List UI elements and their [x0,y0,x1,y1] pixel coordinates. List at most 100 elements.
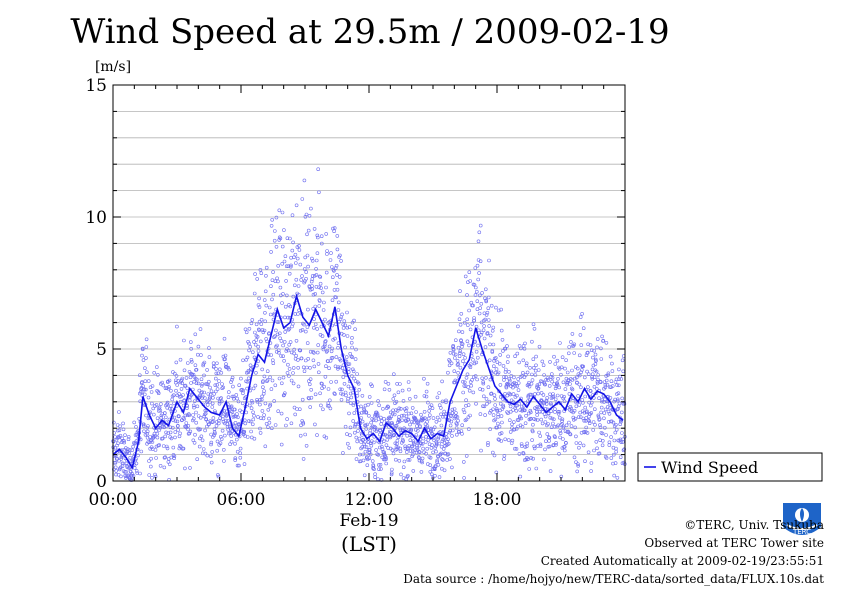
scatter-point [309,279,314,284]
scatter-point [578,315,583,319]
scatter-point [259,322,264,326]
scatter-point [556,411,561,416]
scatter-point [260,367,265,372]
scatter-point [466,403,471,407]
scatter-point [410,444,415,449]
terc-logo: TERC [783,503,821,539]
scatter-point [423,440,428,444]
scatter-point [188,466,192,470]
scatter-point [262,328,267,333]
scatter-point [436,454,441,459]
scatter-point [182,338,186,343]
scatter-point [336,308,341,312]
scatter-point [366,440,371,445]
x-tick-label: 18:00 [473,490,522,510]
scatter-point [360,419,365,424]
scatter-point [355,372,359,376]
scatter-point [377,403,381,408]
scatter-point [312,273,317,278]
scatter-point [525,370,530,375]
scatter-point [113,445,118,450]
scatter-point [330,298,335,303]
scatter-point [312,350,316,355]
scatter-point [445,458,449,462]
scatter-point [608,354,613,359]
scatter-point [142,429,146,434]
scatter-point [577,353,582,358]
scatter-point [387,415,392,420]
scatter-point [196,352,200,357]
scatter-point [610,369,615,373]
scatter-point [347,325,352,329]
scatter-point [127,451,131,456]
scatter-point [262,389,266,393]
scatter-point [589,400,594,405]
scatter-point [323,339,327,344]
scatter-point [496,414,501,419]
scatter-point [503,391,507,396]
scatter-point [523,421,528,426]
scatter-point [229,405,233,410]
scatter-point [612,438,617,443]
scatter-point [531,456,535,461]
scatter-point [488,342,492,347]
scatter-point [310,256,314,261]
scatter-point [581,364,586,369]
scatter-point [502,375,506,379]
scatter-point [227,367,231,372]
scatter-point [460,342,465,346]
scatter-point [600,443,605,448]
scatter-point [259,271,264,276]
scatter-point [195,457,199,462]
scatter-point [454,432,459,437]
scatter-point [476,239,481,244]
scatter-point [382,450,387,455]
scatter-point [233,407,237,412]
scatter-point [490,350,495,354]
scatter-point [391,372,396,377]
scatter-point [561,396,566,401]
scatter-point [352,318,356,323]
scatter-point [226,365,230,370]
scatter-point [518,474,523,479]
scatter-point [345,310,349,315]
footer-observed: Observed at TERC Tower site [644,536,824,550]
scatter-point [499,307,503,312]
scatter-point [587,421,592,426]
scatter-point [181,393,185,397]
scatter-point [172,415,177,420]
scatter-point [592,348,596,353]
scatter-point [490,450,495,455]
scatter-point [193,432,197,437]
scatter-point [210,450,214,454]
scatter-point [361,437,366,442]
scatter-point [479,332,483,337]
scatter-point [266,407,271,412]
scatter-point [276,348,281,353]
scatter-point [235,449,240,454]
scatter-point [461,379,465,384]
scatter-point [136,453,140,458]
scatter-point [600,334,604,339]
scatter-point [527,467,532,471]
scatter-point [202,390,206,395]
scatter-point [260,394,264,399]
scatter-point [262,374,267,379]
scatter-point [595,446,599,451]
scatter-point [350,335,354,340]
scatter-point [154,456,158,460]
scatter-point [264,273,268,278]
scatter-point [563,366,567,371]
scatter-point [574,404,579,409]
scatter-point [209,460,214,465]
scatter-point [562,444,567,449]
scatter-point [402,413,406,418]
scatter-point [211,419,215,424]
scatter-point [315,433,319,437]
scatter-point [549,402,554,407]
scatter-point [160,424,165,429]
scatter-point [338,317,343,321]
scatter-point [348,425,353,430]
scatter-point [419,441,423,446]
scatter-point [467,343,471,348]
